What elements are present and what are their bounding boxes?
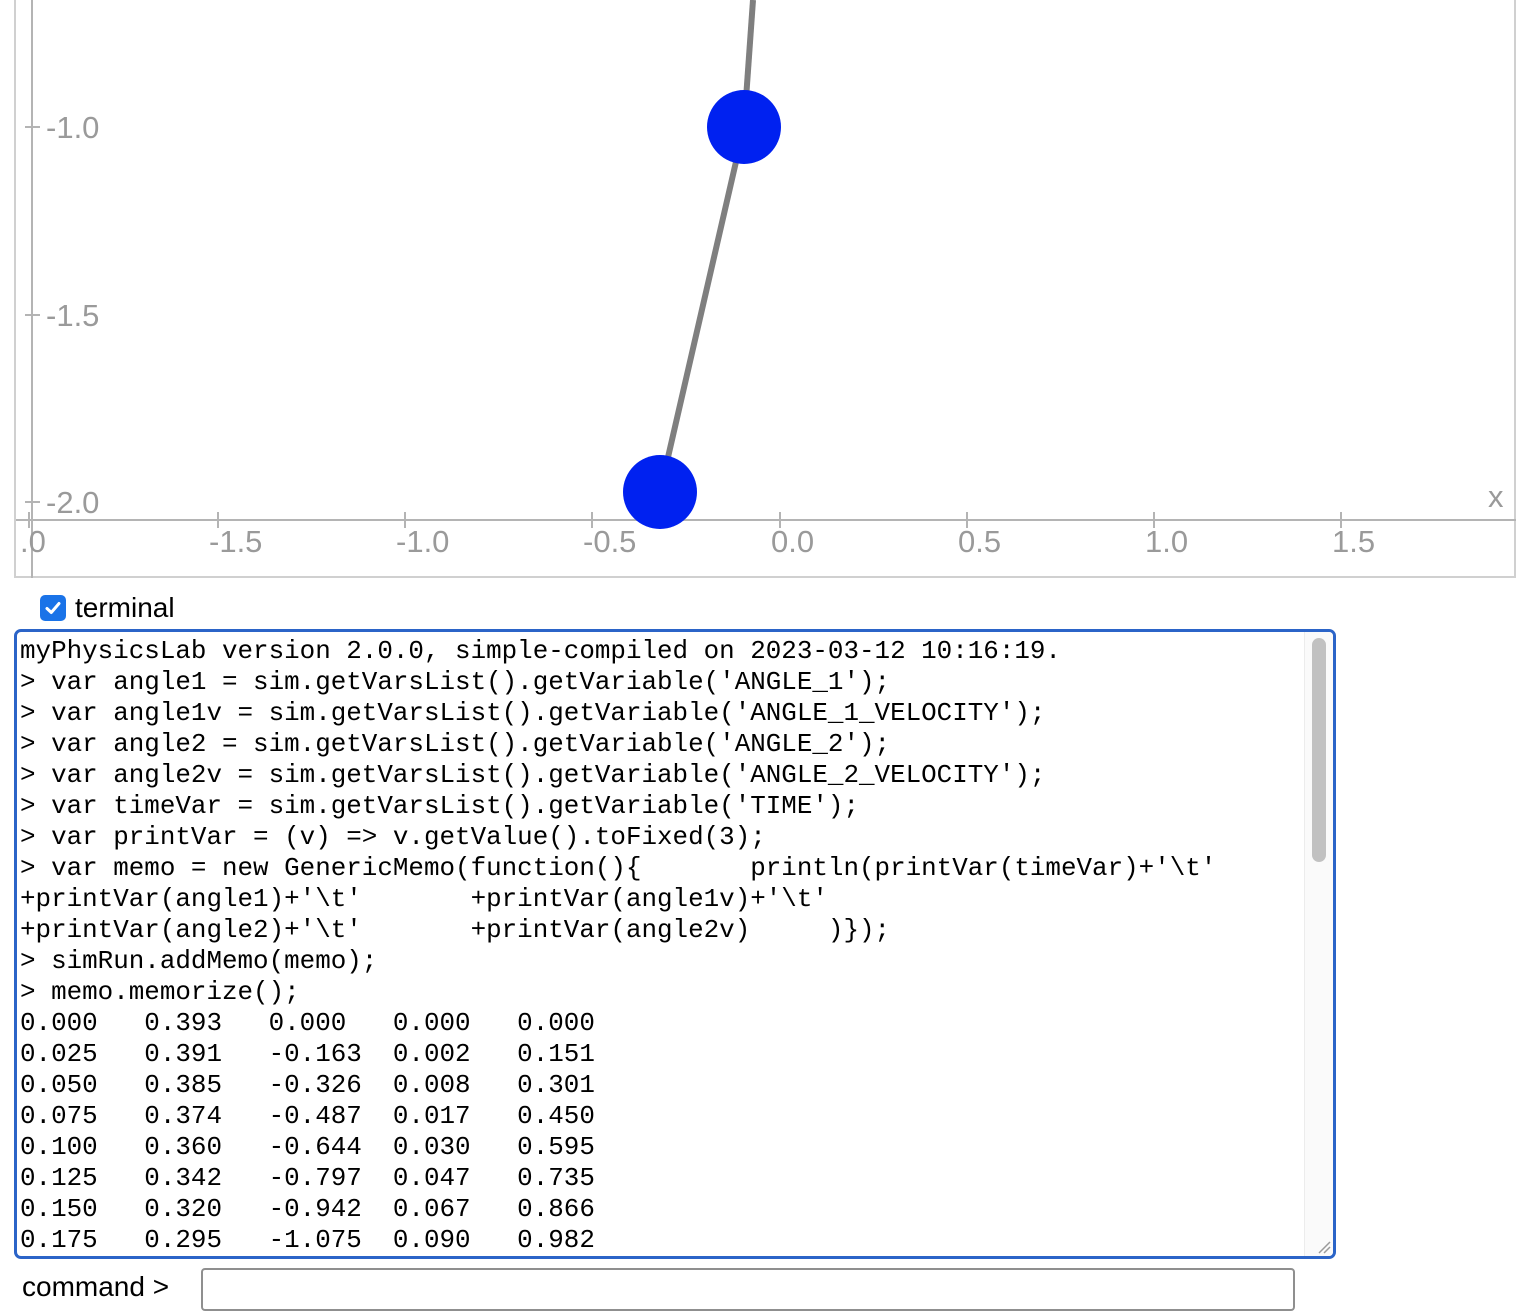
terminal-line: > simRun.addMemo(memo);: [20, 946, 378, 976]
x-axis-ticks: .0 -1.5 -1.0 -0.5 0.0 0.5 1.0 1.5: [20, 512, 1375, 559]
terminal-scroll-thumb[interactable]: [1312, 638, 1326, 862]
terminal-line: +printVar(angle1)+'\t' +printVar(angle1v…: [20, 884, 828, 914]
command-label: command >: [22, 1271, 170, 1302]
terminal-line: > var angle1 = sim.getVarsList().getVari…: [20, 667, 891, 697]
terminal-line: > memo.memorize();: [20, 977, 300, 1007]
terminal-line: 0.100 0.360 -0.644 0.030 0.595: [20, 1132, 595, 1162]
terminal-line: > var angle2v = sim.getVarsList().getVar…: [20, 760, 1046, 790]
y-tick-label: -1.5: [46, 298, 99, 333]
y-tick-label: -2.0: [46, 485, 99, 520]
x-tick-label: -0.5: [583, 524, 636, 559]
terminal-scrollbar[interactable]: [1304, 632, 1333, 1256]
terminal-line: > var timeVar = sim.getVarsList().getVar…: [20, 791, 859, 821]
terminal-text: myPhysicsLab version 2.0.0, simple-compi…: [20, 636, 1303, 1256]
x-tick-label: .0: [20, 524, 46, 559]
x-tick-label: 1.5: [1332, 524, 1375, 559]
terminal-line: 0.050 0.385 -0.326 0.008 0.301: [20, 1070, 595, 1100]
command-input[interactable]: [201, 1268, 1295, 1311]
terminal-output[interactable]: myPhysicsLab version 2.0.0, simple-compi…: [14, 629, 1336, 1259]
terminal-line: myPhysicsLab version 2.0.0, simple-compi…: [20, 636, 1061, 666]
terminal-toggle[interactable]: terminal: [40, 592, 175, 624]
x-tick-label: 1.0: [1145, 524, 1188, 559]
terminal-line: 0.000 0.393 0.000 0.000 0.000: [20, 1008, 595, 1038]
terminal-line: 0.150 0.320 -0.942 0.067 0.866: [20, 1194, 595, 1224]
terminal-line: 0.025 0.391 -0.163 0.002 0.151: [20, 1039, 595, 1069]
x-tick-label: 0.0: [771, 524, 814, 559]
x-tick-label: 0.5: [958, 524, 1001, 559]
y-axis-ticks: -1.0 -1.5 -2.0: [25, 110, 99, 520]
terminal-line: > var memo = new GenericMemo(function(){…: [20, 853, 1217, 883]
terminal-line: > var angle2 = sim.getVarsList().getVari…: [20, 729, 891, 759]
terminal-line: 0.125 0.342 -0.797 0.047 0.735: [20, 1163, 595, 1193]
y-tick-label: -1.0: [46, 110, 99, 145]
x-tick-label: -1.5: [209, 524, 262, 559]
pendulum-rod-lower: [657, 126, 747, 493]
x-axis-name: x: [1488, 479, 1504, 514]
terminal-line: > var angle1v = sim.getVarsList().getVar…: [20, 698, 1046, 728]
terminal-checkbox[interactable]: [40, 595, 66, 621]
simulation-canvas[interactable]: -1.0 -1.5 -2.0 .0 -1.5 -1.0 -0.5 0.0 0.5 1.0 1.5 …: [14, 0, 1516, 578]
terminal-line: > var printVar = (v) => v.getValue().toF…: [20, 822, 766, 852]
pendulum-bob-2[interactable]: [623, 455, 697, 529]
pendulum-bob-1[interactable]: [707, 90, 781, 164]
terminal-checkbox-label: terminal: [75, 592, 175, 623]
terminal-line: 0.075 0.374 -0.487 0.017 0.450: [20, 1101, 595, 1131]
resize-grip-icon[interactable]: [1315, 1238, 1331, 1254]
checkmark-icon: [45, 602, 61, 614]
x-tick-label: -1.0: [396, 524, 449, 559]
terminal-line: 0.175 0.295 -1.075 0.090 0.982: [20, 1225, 595, 1255]
terminal-line: +printVar(angle2)+'\t' +printVar(angle2v…: [20, 915, 891, 945]
